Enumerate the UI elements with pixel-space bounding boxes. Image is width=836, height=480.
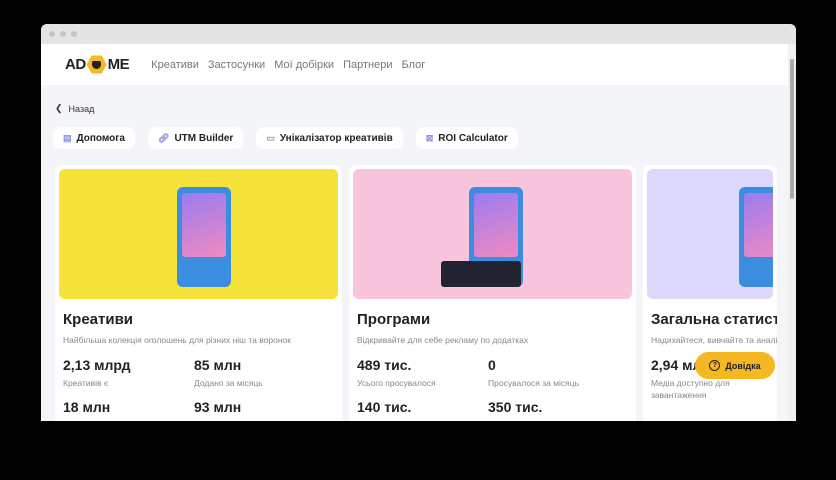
card-subtitle: Найбільша колекція оголошень для різних … (63, 335, 291, 345)
stat: 140 тис. (357, 399, 412, 415)
tool-label: Допомога (76, 132, 125, 144)
top-nav: AD ME Креативи Застосунки Мої добірки Пар… (41, 44, 796, 85)
back-link[interactable]: ❮ Назад (55, 103, 94, 114)
help-label: Довідка (725, 360, 761, 371)
nav-creatives[interactable]: Креативи (151, 58, 199, 71)
browser-window: AD ME Креативи Застосунки Мої добірки Пар… (41, 24, 796, 421)
scrollbar[interactable] (788, 44, 796, 421)
back-label: Назад (68, 103, 95, 114)
tool-label: Унікалізатор креативів (279, 132, 393, 144)
chevron-left-icon: ❮ (55, 103, 63, 113)
close-dot[interactable] (49, 31, 55, 37)
apps-illustration (353, 169, 632, 299)
card-title: Загальна статистика (651, 311, 777, 328)
stat: 489 тис. Усього просувалося (357, 357, 436, 388)
nav-apps[interactable]: Застосунки (207, 58, 266, 71)
logo[interactable]: AD ME (65, 55, 130, 74)
nav-blog[interactable]: Блог (401, 58, 426, 71)
title-bar (41, 24, 796, 44)
chat-icon: ▤ (63, 132, 72, 143)
card-general-stats[interactable]: Загальна статистика Надихайтеся, вивчайт… (643, 165, 777, 421)
stats-illustration (647, 169, 773, 299)
card-apps[interactable]: Програми Відкривайте для себе рекламу по… (349, 165, 636, 421)
tools-bar: ▤ Допомога 🔗︎ UTM Builder ▭ Унікалізатор кр… (53, 127, 518, 149)
tool-help[interactable]: ▤ Допомога (53, 127, 135, 149)
tool-label: UTM Builder (174, 132, 234, 144)
stat: 350 тис. (488, 399, 543, 415)
stat: 85 млн Додано за місяць (194, 357, 263, 388)
card-subtitle: Надихайтеся, вивчайте та аналізуйте (651, 335, 777, 345)
tool-utm-builder[interactable]: 🔗︎ UTM Builder (148, 127, 244, 149)
calculator-icon: ⊠ (425, 132, 434, 143)
stat: 93 млн (194, 399, 242, 415)
card-subtitle: Відкривайте для себе рекламу по додатках (357, 335, 529, 345)
scrollbar-thumb[interactable] (790, 59, 794, 199)
card-title: Програми (357, 311, 431, 328)
tool-label: ROI Calculator (438, 132, 508, 144)
cards-row: Креативи Найбільша колекція оголошень дл… (55, 165, 777, 421)
logo-hex-icon (86, 55, 107, 74)
card-creatives[interactable]: Креативи Найбільша колекція оголошень дл… (55, 165, 342, 421)
help-button[interactable]: ? Довідка (695, 352, 775, 379)
nav-partners[interactable]: Партнери (343, 58, 393, 71)
creatives-illustration (59, 169, 338, 299)
stat: 18 млн (63, 399, 111, 415)
nav-collections[interactable]: Мої добірки (274, 58, 335, 71)
minimize-dot[interactable] (60, 31, 66, 37)
card-title: Креативи (63, 311, 134, 328)
tool-roi-calculator[interactable]: ⊠ ROI Calculator (415, 127, 518, 149)
maximize-dot[interactable] (71, 31, 77, 37)
tool-uniqualizer[interactable]: ▭ Унікалізатор креативів (256, 127, 403, 149)
stat: 0 Просувалося за місяць (488, 357, 580, 388)
link-icon: 🔗︎ (158, 132, 170, 143)
monitor-icon: ▭ (266, 132, 275, 143)
stat: 2,13 млрд Креативів є (63, 357, 131, 388)
question-icon: ? (709, 360, 721, 371)
